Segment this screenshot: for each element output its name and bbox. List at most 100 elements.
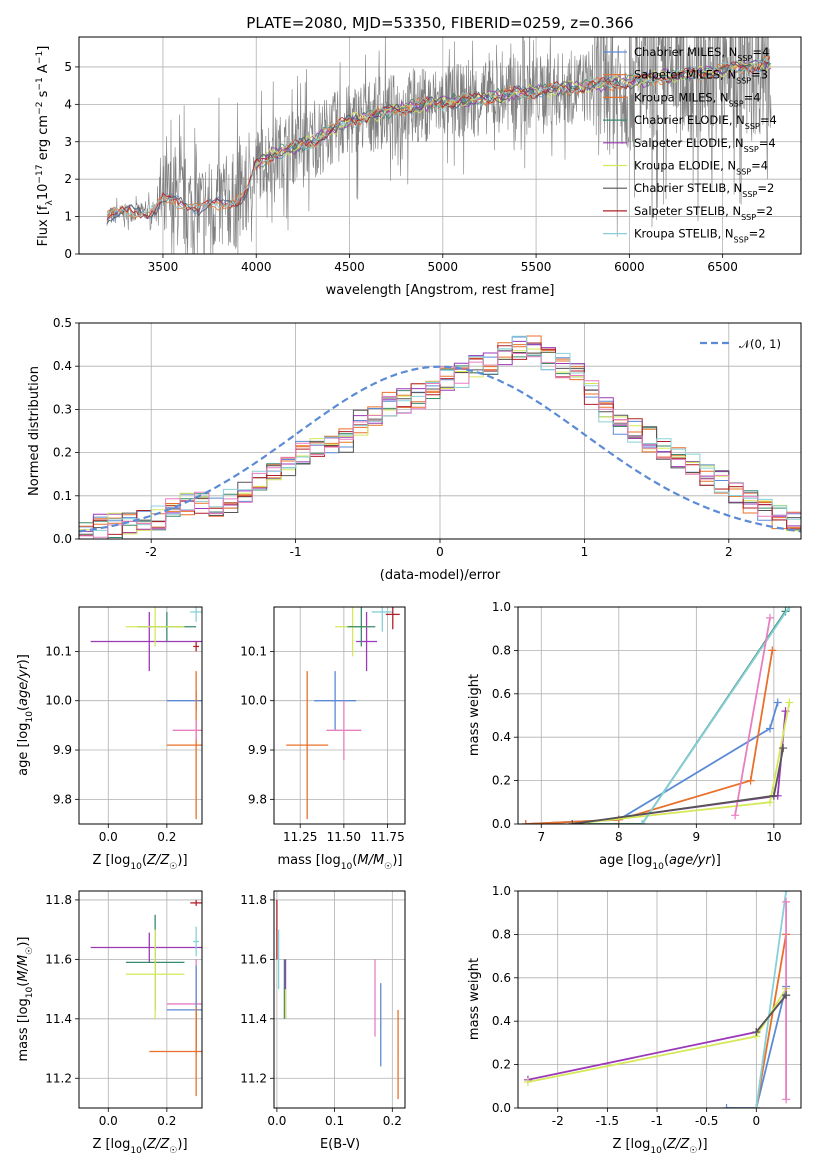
spectrum-model-line: [106, 56, 771, 220]
spectrum-model-line: [106, 57, 770, 218]
mw-z-ytick-label: 0.2: [492, 1058, 511, 1072]
mass-ebv-frame: [273, 890, 406, 1109]
mass-weight-marker: [768, 646, 777, 655]
residuals-ytick-label: 0.0: [53, 532, 72, 546]
age-mass-ytick-label: 9.8: [248, 792, 267, 806]
mw-z-ytick-label: 0.6: [492, 971, 511, 985]
age-z-xlabel: Z [log10(Z/Z☉)]: [92, 853, 187, 872]
legend-entry: Chabrier ELODIE, NSSP=4: [634, 113, 777, 131]
mass-ebv-ytick-label: 11.4: [240, 1012, 267, 1026]
spectrum-data-line: [106, 37, 772, 254]
residuals-ytick-label: 0.4: [53, 359, 72, 373]
mass-ebv-xtick-label: 0.0: [267, 1114, 286, 1128]
mass-z-axes: 0.0 0.2 11.2 11.4 11.6 11.8: [45, 891, 202, 1128]
mass-z-ytick-label: 11.8: [45, 893, 72, 907]
spectrum-xtick-label: 3500: [148, 260, 179, 274]
mw-z-ylabel: mass weight: [467, 958, 482, 1040]
age-z-ytick-label: 9.8: [53, 792, 72, 806]
mass-ebv-ytick-label: 11.2: [240, 1071, 267, 1085]
mw-z-ytick-label: 0.8: [492, 927, 511, 941]
mw-z-xtick-label: -1: [651, 1114, 663, 1128]
age-z-ytick-label: 10.1: [45, 644, 72, 658]
mass-weight-marker: [752, 1104, 761, 1108]
mass-ebv-xtick-label: 0.1: [325, 1114, 344, 1128]
legend-entry: Chabrier MILES, NSSP=4: [634, 45, 769, 63]
spectrum-model-line: [255, 57, 772, 169]
residual-histogram: [79, 342, 801, 536]
mass-weight-marker: [782, 1095, 791, 1104]
mass-weight-marker: [765, 613, 774, 622]
residuals-ylabel: Normed distribution: [27, 366, 42, 496]
mw-age-ytick-label: 0.4: [492, 730, 511, 744]
mass-weight-marker: [765, 798, 774, 807]
residuals-xlabel: (data-model)/error: [380, 568, 501, 583]
age-z-ylabel: age [log10(age/yr)]: [16, 654, 35, 776]
mass-ebv-axes: 0.0 0.1 0.2 11.2 11.4 11.6 11.8: [240, 891, 405, 1128]
age-mass-frame: [273, 606, 406, 825]
mass-z-frame: [78, 890, 203, 1109]
mw-z-ytick-label: 0.0: [492, 1101, 511, 1115]
age-z-axes: 0.0 0.2 9.8 9.9 10.0 10.1: [45, 607, 202, 844]
spectrum-xtick-label: 4000: [241, 260, 272, 274]
mw-age-ytick-label: 0.2: [492, 774, 511, 788]
legend-entry: Chabrier STELIB, NSSP=2: [634, 181, 774, 199]
mass-weight-marker: [568, 820, 577, 824]
mw-age-ytick-label: 0.0: [492, 817, 511, 831]
age-mass-xtick-label: 11.75: [370, 830, 404, 844]
mw-age-xtick-label: 7: [537, 830, 545, 844]
clipped-group: [276, 899, 399, 1100]
gaussian-curve: [79, 365, 801, 533]
mass-weight-marker: [752, 1028, 761, 1037]
mw-z-ytick-label: 0.4: [492, 1014, 511, 1028]
mass-weight-marker: [782, 891, 791, 895]
mass-weight-marker: [769, 791, 778, 800]
legend-entry: Kroupa MILES, NSSP=4: [634, 90, 761, 108]
mass-ebv-xlabel: E(B-V): [320, 1137, 360, 1152]
age-mass-axes: 11.25 11.50 11.75 9.8 9.9 10.0 10.1: [240, 607, 405, 844]
mass-weight-line: [572, 610, 787, 824]
residual-histogram: [79, 350, 801, 538]
mw-z-xtick-label: -0.5: [695, 1114, 718, 1128]
mass-weight-marker: [782, 897, 791, 906]
mass-z-ytick-label: 11.6: [45, 952, 72, 966]
mass-ebv-xtick-label: 0.2: [383, 1114, 402, 1128]
mass-weight-marker: [779, 744, 788, 753]
mass-weight-marker: [773, 698, 782, 707]
spectrum-ytick-label: 1: [64, 210, 72, 224]
mass-ebv-ytick-label: 11.6: [240, 952, 267, 966]
mw-age-frame: [517, 606, 802, 825]
legend-entry: Salpeter ELODIE, NSSP=4: [634, 136, 776, 154]
spectrum-xtick-label: 4500: [334, 260, 365, 274]
mw-age-ylabel: mass weight: [467, 674, 482, 756]
clipped-group: [90, 607, 202, 820]
spectrum-xlabel: wavelength [Angstrom, rest frame]: [326, 283, 555, 298]
mass-z-ytick-label: 11.4: [45, 1012, 72, 1026]
age-z-ytick-label: 9.9: [53, 743, 72, 757]
spectrum-ytick-label: 5: [64, 60, 72, 74]
age-z-ytick-label: 10.0: [45, 694, 72, 708]
mass-weight-marker: [722, 1104, 731, 1108]
mw-z-axes: -2 -1.5 -1 -0.5 0 0.0 0.2 0.4 0.6 0.8 1.0: [492, 884, 801, 1128]
mass-weight-line: [726, 986, 787, 1108]
spectrum-ytick-label: 2: [64, 172, 72, 186]
mass-z-xtick-label: 0.0: [99, 1114, 118, 1128]
mass-z-ylabel: mass [log10(M/M☉)]: [16, 937, 35, 1062]
mass-weight-line: [734, 617, 771, 816]
spectrum-ytick-label: 0: [64, 247, 72, 261]
spectrum-xtick-label: 5000: [428, 260, 459, 274]
mw-z-xtick-label: -1.5: [596, 1114, 619, 1128]
mw-age-ytick-label: 0.8: [492, 643, 511, 657]
mass-weight-marker: [523, 1077, 532, 1086]
mass-weight-marker: [765, 724, 774, 733]
mass-weight-marker: [731, 811, 740, 820]
spectrum-frame: [78, 36, 802, 255]
mw-age-xtick-label: 8: [615, 830, 623, 844]
chart-layer: 3500 4000 4500 5000 5500 6000 6500 0 1 2 3 4 5 Chabri…: [16, 36, 802, 1156]
mass-weight-line: [755, 994, 787, 1033]
mw-age-axes: 7 8 9 10 0.0 0.2 0.4 0.6 0.8 1.0: [492, 600, 801, 844]
mw-age-xtick-label: 10: [766, 830, 781, 844]
spectrum-legend: Chabrier MILES, NSSP=4 Salpeter MILES, NS…: [603, 45, 777, 244]
clipped-group: [106, 37, 772, 254]
age-mass-ytick-label: 10.0: [240, 694, 267, 708]
